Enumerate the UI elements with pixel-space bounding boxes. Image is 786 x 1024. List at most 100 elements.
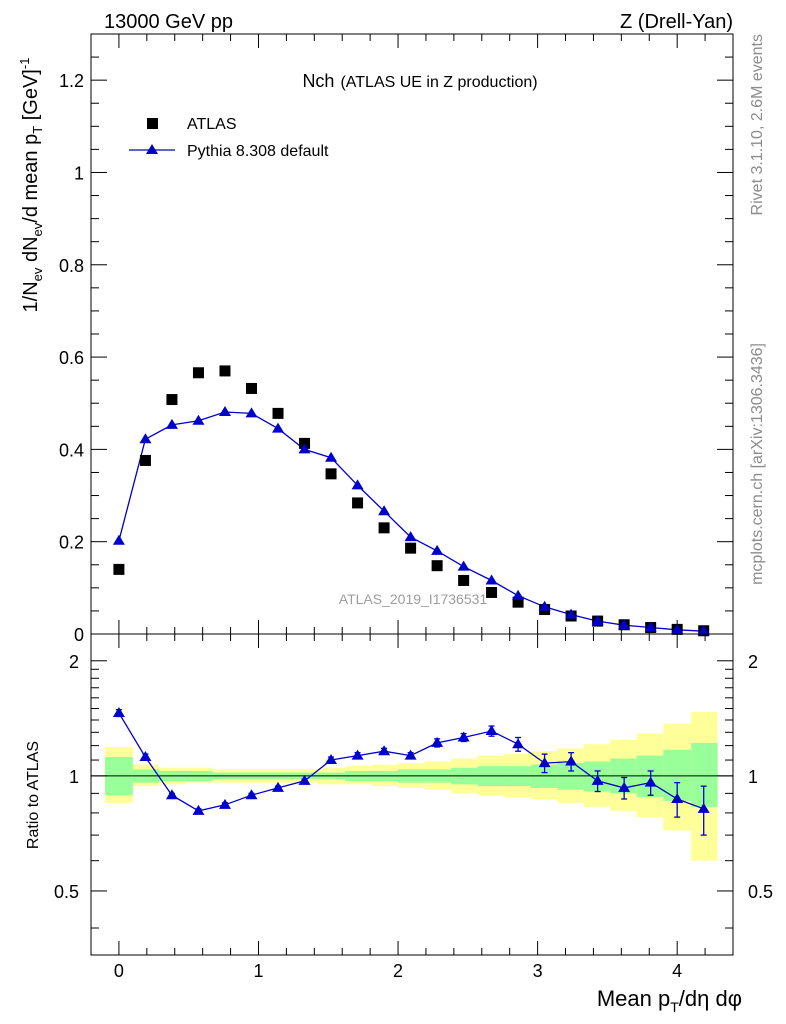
legend-atlas-marker [147, 118, 158, 129]
pythia-data-point [298, 443, 311, 454]
pythia-data-point [431, 544, 444, 555]
main-y-tick-label: 0.2 [59, 533, 84, 553]
atlas-data-point [246, 382, 257, 394]
ratio-y-tick-label: 0.5 [54, 882, 79, 902]
ratio-plot-frame [90, 633, 734, 956]
atlas-data-point [512, 596, 524, 608]
ratio-data-point [457, 731, 470, 742]
x-tick-label: 3 [533, 961, 543, 981]
pythia-data-point [192, 414, 205, 425]
atlas-data-point [139, 454, 151, 466]
main-y-tick-label: 0.8 [59, 256, 84, 276]
atlas-data-point [431, 560, 443, 572]
ratio-data-point [192, 804, 205, 815]
pythia-data-point [325, 451, 338, 462]
pythia-data-point [218, 406, 231, 416]
ratio-data-point [245, 789, 258, 800]
x-tick-label: 1 [253, 961, 263, 981]
header-left-text: 13000 GeV pp [104, 11, 233, 33]
ratio-y-axis-label: Ratio to ATLAS [25, 741, 42, 849]
ratio-data-point [538, 757, 551, 768]
pythia-data-point [404, 531, 417, 542]
ratio-data-point [325, 754, 338, 765]
ratio-data-point [165, 789, 178, 800]
pythia-data-point [565, 608, 578, 619]
title-main: Nch [302, 71, 334, 91]
pythia-data-point [112, 534, 125, 545]
ratio-data-point [485, 725, 498, 736]
ratio-data-point [351, 749, 364, 760]
header-right-text: Z (Drell-Yan) [620, 11, 733, 33]
ratio-data-point [431, 736, 444, 747]
atlas-data-point [219, 365, 231, 377]
legend-pythia-label: Pythia 8.308 default [187, 143, 329, 160]
pythia-data-point [351, 479, 364, 490]
ratio-y-tick-label-right: 1 [748, 767, 758, 787]
ratio-data-point [404, 749, 417, 760]
pythia-data-point [485, 574, 498, 585]
ratio-data-point [644, 776, 657, 787]
pythia-data-point [618, 619, 631, 630]
legend-pythia-marker [146, 144, 158, 154]
main-plot-title: Nch (ATLAS UE in Z production) [302, 71, 537, 91]
main-y-axis-label: 1/Nev dNev/d mean pT [GeV]-1 [17, 58, 45, 313]
pythia-data-point [697, 625, 710, 636]
ratio-data-point [697, 802, 710, 813]
ratio-plot-data [112, 707, 710, 836]
x-axis-label: Mean pT/dη dφ [597, 986, 742, 1015]
atlas-data-point [352, 497, 364, 509]
atlas-data-point [458, 574, 470, 586]
pythia-data-point [512, 589, 525, 600]
ratio-y-tick-label: 2 [69, 652, 79, 672]
atlas-data-point [272, 407, 284, 419]
ratio-data-point [139, 751, 152, 762]
rivet-version-text: Rivet 3.1.10, 2.6M events [749, 34, 766, 215]
pythia-data-point [245, 407, 258, 418]
ratio-data-point [112, 707, 125, 718]
atlas-data-point [325, 468, 337, 480]
ratio-data-point [565, 755, 578, 766]
main-y-tick-label: 0.6 [59, 348, 84, 368]
pythia-data-point [591, 615, 604, 626]
main-y-tick-label: 1.2 [59, 71, 84, 91]
ratio-plot-area: 0 1 2 3 4 0.5 0.5 1 1 2 2 [54, 633, 773, 981]
ratio-data-point [591, 774, 604, 785]
pythia-data-point [457, 560, 470, 571]
legend: ATLAS Pythia 8.308 default [129, 116, 329, 160]
ratio-data-point [512, 738, 525, 749]
x-tick-label: 2 [393, 961, 403, 981]
main-plot-data [112, 365, 710, 637]
atlas-data-point [486, 586, 498, 598]
ratio-y-tick-label: 1 [69, 767, 79, 787]
main-y-tick-label: 1 [74, 163, 84, 183]
ratio-data-point [671, 792, 684, 803]
pythia-data-point [272, 422, 285, 433]
pythia-data-point [538, 600, 551, 611]
ratio-data-point [378, 745, 391, 756]
pythia-data-point [139, 433, 152, 444]
main-plot-area: 0 0.2 0.4 0.6 0.8 1 1.2 [59, 33, 734, 645]
x-tick-label: 0 [114, 961, 124, 981]
x-tick-label: 4 [672, 961, 682, 981]
ratio-data-point [272, 781, 285, 792]
main-y-tick-label: 0 [74, 625, 84, 645]
atlas-data-point [378, 522, 390, 534]
analysis-watermark: ATLAS_2019_I1736531 [339, 591, 488, 607]
pythia-data-point [671, 623, 684, 634]
atlas-data-point [166, 394, 178, 406]
ratio-y-tick-label-right: 0.5 [748, 882, 773, 902]
pythia-data-point [378, 505, 391, 516]
title-sub: (ATLAS UE in Z production) [340, 74, 537, 91]
inner-band-bin [691, 742, 718, 807]
pythia-data-point [165, 418, 178, 429]
pythia-data-point [644, 621, 657, 632]
atlas-data-point [113, 563, 125, 575]
ratio-y-tick-label-right: 2 [748, 652, 758, 672]
legend-atlas-label: ATLAS [187, 116, 237, 133]
main-y-tick-label: 0.4 [59, 440, 84, 460]
ratio-data-point [618, 781, 631, 792]
mcplots-credit-text: mcplots.cern.ch [arXiv:1306.3436] [749, 343, 766, 585]
ratio-data-point [298, 774, 311, 785]
atlas-data-point [192, 367, 204, 379]
